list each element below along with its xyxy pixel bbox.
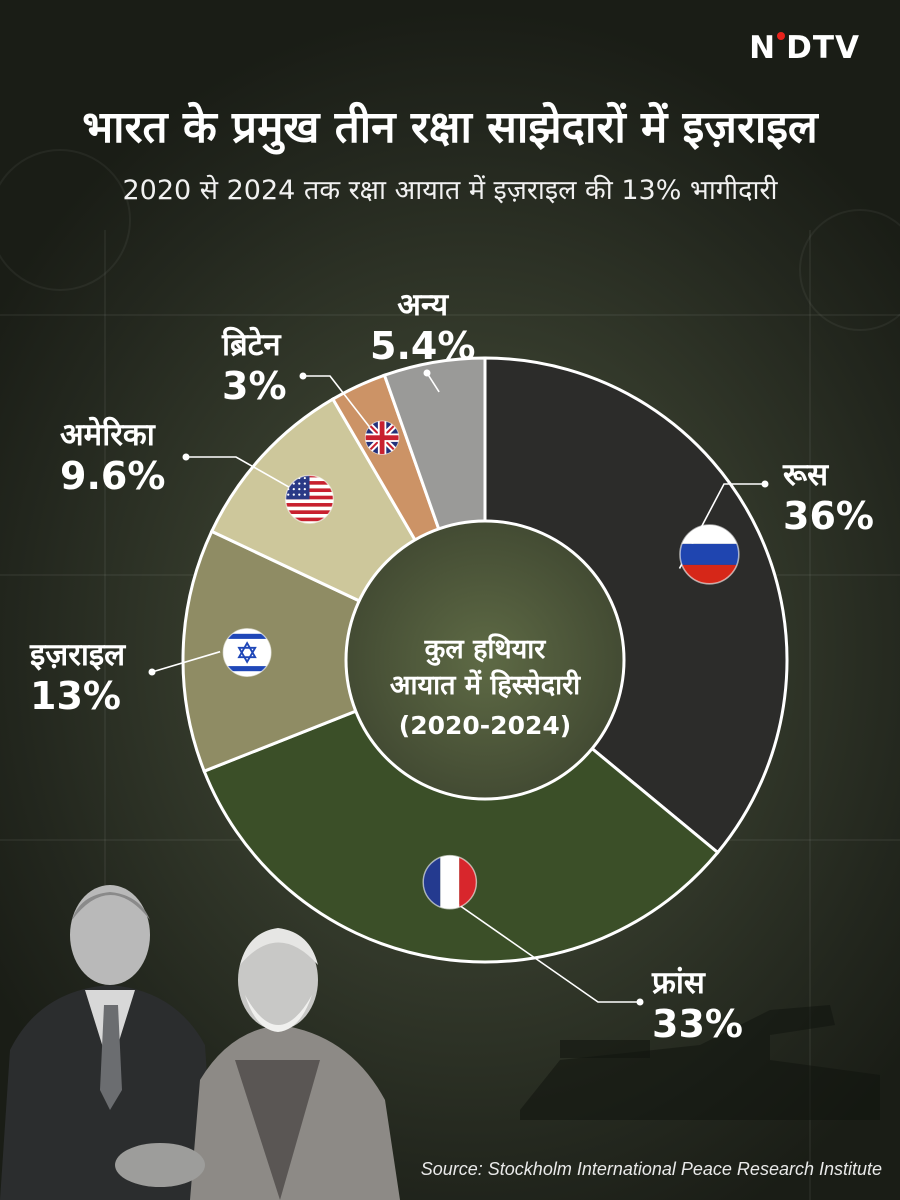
logo-dtv: DTV [786,30,860,66]
slice-label-name: इज़राइल [30,637,126,673]
slice-label-value: 3% [222,364,287,408]
label-usa: अमेरिका 9.6% [60,417,200,498]
logo-n: N [749,30,777,66]
leader-line-others [426,372,440,393]
label-france: फ्रांस 33% [652,965,743,1046]
slice-label-value: 5.4% [370,324,476,368]
slice-france [202,658,720,964]
slice-label-value: 36% [783,494,874,538]
leader-line-uk [303,375,390,452]
handshake [115,1143,205,1187]
slice-label-name: अमेरिका [60,417,155,453]
slice-label-name: ब्रिटेन [222,327,281,363]
leader-line-israel [151,650,221,673]
leader-dot-usa [182,453,190,461]
leader-dot-russia [761,480,769,488]
france-flag-icon [422,854,478,910]
center-label-line-1: कुल हथियार [424,634,546,665]
uk-flag-icon [364,420,400,455]
slice-label-value: 33% [652,1002,743,1046]
label-uk: ब्रिटेन 3% [222,327,287,408]
center-label-line-2: आयात में हिस्सेदारी [389,670,581,701]
leader-line-usa [186,456,309,499]
israel-flag-icon [222,628,272,677]
slice-israel [181,529,489,774]
leader-line-france [447,896,640,1003]
logo-dot [777,32,786,40]
label-others: अन्य 5.4% [370,287,476,368]
donut-center-label: कुल हथियार आयात में हिस्सेदारी (2020-202… [360,632,610,744]
slice-label-name: रूस [783,457,829,493]
russia-flag-icon [679,524,740,585]
slice-label-name: अन्य [397,287,449,323]
page-title: भारत के प्रमुख तीन रक्षा साझेदारों में इ… [82,102,818,153]
source-note: Source: Stockholm International Peace Re… [420,1159,882,1179]
slice-label-value: 13% [30,674,121,718]
slice-label-name: फ्रांस [652,965,705,1001]
slice-russia [483,356,789,855]
leader-dot-israel [148,668,156,676]
leader-dot-others [423,369,431,377]
donut-center [344,519,626,801]
leader-dot-uk [299,372,307,380]
ndtv-logo: N DTV [749,30,860,66]
usa-flag-icon [285,474,334,524]
label-israel: इज़राइल 13% [30,637,175,718]
leaders-photo [0,885,400,1200]
person-right-silhouette [190,928,400,1200]
center-label-line-3: (2020-2024) [398,711,572,740]
label-russia: रूस 36% [783,457,874,538]
slice-label-value: 9.6% [60,454,166,498]
leader-dot-france [636,998,644,1006]
page-subtitle: 2020 से 2024 तक रक्षा आयात में इज़राइल क… [122,175,778,206]
